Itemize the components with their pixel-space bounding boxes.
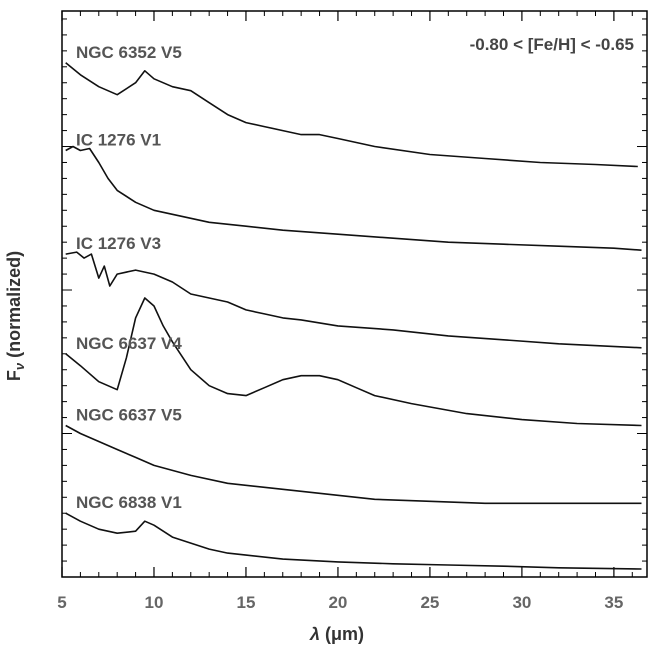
- spectrum-line-2: [65, 145, 642, 251]
- spectrum-line-5: [65, 424, 642, 505]
- series-labels: NGC 6352 V5 IC 1276 V1 IC 1276 V3 NGC 6637 …: [76, 43, 182, 512]
- metallicity-annotation: -0.80 < [Fe/H] < -0.65: [470, 35, 634, 54]
- plot-frame: [61, 10, 648, 578]
- x-tick-label: 20: [328, 593, 347, 612]
- series-label-4: NGC 6637 V4: [76, 334, 182, 353]
- series-label-3: IC 1276 V3: [76, 234, 161, 253]
- spectrum-line-3: [65, 251, 642, 349]
- x-axis-unit: (μm): [325, 624, 364, 644]
- y-axis-label: Fν (normalized): [4, 251, 27, 381]
- spectrum-line-4: [65, 297, 642, 427]
- series-label-2: IC 1276 V1: [76, 131, 161, 150]
- x-tick-label: 15: [237, 593, 256, 612]
- spectrum-line-1: [65, 62, 638, 168]
- x-axis-label: λ (μm): [309, 624, 364, 644]
- y-axis-subscript: ν: [12, 362, 27, 370]
- x-axis-symbol: λ: [309, 624, 320, 644]
- series-label-5: NGC 6637 V5: [76, 406, 182, 425]
- x-tick-label: 10: [145, 593, 164, 612]
- y-axis-text: (normalized): [4, 251, 24, 358]
- x-tick-label: 35: [604, 593, 623, 612]
- y-axis-symbol: F: [4, 370, 24, 381]
- x-tick-label: 5: [57, 593, 66, 612]
- spectra-layer: [65, 62, 642, 570]
- axis-ticks: 5 10 15 20 25 30 35: [57, 11, 647, 612]
- x-tick-label: 30: [512, 593, 531, 612]
- series-label-1: NGC 6352 V5: [76, 43, 182, 62]
- x-tick-label: 25: [420, 593, 439, 612]
- series-label-6: NGC 6838 V1: [76, 493, 182, 512]
- spectrum-line-6: [65, 512, 642, 570]
